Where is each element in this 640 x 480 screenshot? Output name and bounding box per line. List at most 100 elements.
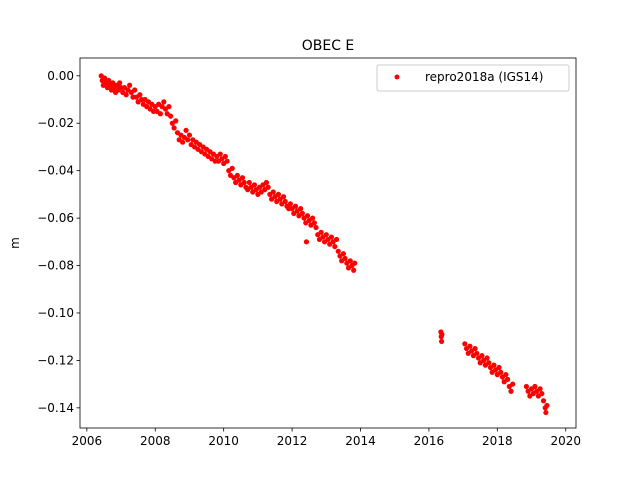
data-point <box>241 179 247 186</box>
data-point <box>280 194 287 200</box>
data-point <box>137 92 143 98</box>
y-axis-label: m <box>8 237 22 249</box>
data-point <box>484 355 490 361</box>
data-point <box>537 386 543 392</box>
data-point <box>110 80 116 86</box>
data-point <box>523 383 530 390</box>
data-point <box>106 77 112 84</box>
data-point <box>102 75 108 81</box>
data-point <box>132 87 138 93</box>
data-point <box>508 388 514 394</box>
data-point <box>117 80 123 86</box>
x-tick-label: 2018 <box>482 434 513 448</box>
data-point <box>229 165 235 171</box>
x-tick-label: 2014 <box>345 434 376 448</box>
x-tick-label: 2016 <box>414 434 445 448</box>
data-point <box>311 220 317 226</box>
data-point <box>486 360 492 366</box>
data-point <box>251 182 258 188</box>
data-point <box>224 158 230 164</box>
y-tick-label: −0.14 <box>37 401 74 415</box>
y-tick-label: −0.10 <box>37 306 74 320</box>
data-point <box>332 243 338 250</box>
data-point <box>168 113 174 119</box>
data-point <box>185 137 191 143</box>
data-point <box>347 258 353 264</box>
data-point <box>298 206 304 212</box>
data-point <box>127 82 133 88</box>
data-point <box>157 111 163 117</box>
legend: repro2018a (IGS14) <box>376 64 570 92</box>
data-point <box>503 372 509 378</box>
data-point <box>540 398 547 404</box>
y-tick-label: −0.08 <box>37 259 74 273</box>
data-point <box>246 179 252 186</box>
data-point <box>510 381 516 387</box>
data-point <box>439 331 445 337</box>
data-point <box>161 99 167 105</box>
data-point <box>491 362 497 368</box>
data-point <box>504 376 511 382</box>
data-point <box>265 184 271 190</box>
data-point <box>532 383 538 390</box>
data-point <box>544 402 550 409</box>
y-tick-label: −0.02 <box>37 116 74 130</box>
data-point <box>438 338 445 345</box>
data-point <box>239 175 246 181</box>
data-point <box>263 179 270 186</box>
data-point <box>287 201 293 207</box>
legend-box <box>376 64 570 92</box>
data-point <box>313 224 319 231</box>
x-tick-label: 2010 <box>208 434 239 448</box>
data-point <box>328 234 335 240</box>
data-point <box>173 118 179 124</box>
y-axis-ticks: 0.00 −0.02 −0.04 −0.06 −0.08 −0.10 −0.12 −0.14 <box>37 69 80 415</box>
data-point <box>183 127 189 133</box>
data-point <box>292 203 299 209</box>
data-point <box>351 267 357 273</box>
data-point <box>352 260 358 266</box>
data-point <box>467 343 473 349</box>
legend-marker <box>394 74 400 80</box>
data-point <box>323 232 329 238</box>
data-point <box>186 132 193 138</box>
legend-label: repro2018a (IGS14) <box>425 70 543 84</box>
data-point <box>270 189 276 195</box>
data-point <box>543 409 549 416</box>
data-point <box>304 213 311 219</box>
data-point <box>479 353 485 359</box>
x-tick-label: 2006 <box>72 434 103 448</box>
data-point <box>171 125 177 131</box>
data-point <box>310 215 316 221</box>
data-point <box>180 139 186 145</box>
data-point <box>496 364 502 371</box>
x-axis-ticks: 2006 2008 2010 2012 2014 2016 2018 2020 <box>72 428 581 448</box>
data-point <box>123 92 129 98</box>
data-point <box>498 369 504 375</box>
data-point <box>275 191 281 197</box>
data-point <box>539 391 545 397</box>
axes-frame <box>79 57 577 429</box>
data-point <box>234 172 240 179</box>
data-point <box>282 198 288 205</box>
y-tick-label: −0.04 <box>37 164 74 178</box>
x-tick-label: 2012 <box>277 434 308 448</box>
data-point <box>474 350 480 356</box>
x-tick-label: 2020 <box>550 434 581 448</box>
data-point <box>472 345 478 352</box>
data-point <box>299 210 305 216</box>
data-point <box>222 153 228 160</box>
data-point <box>335 248 341 254</box>
data-point <box>462 341 468 347</box>
data-point <box>217 151 223 157</box>
data-point <box>318 229 324 235</box>
y-tick-label: −0.06 <box>37 211 74 225</box>
data-point <box>166 104 172 110</box>
data-point <box>340 251 346 257</box>
data-point <box>333 236 340 243</box>
chart-title: OBEC E <box>302 38 355 54</box>
y-tick-label: −0.12 <box>37 353 74 367</box>
data-points-layer <box>98 73 550 416</box>
